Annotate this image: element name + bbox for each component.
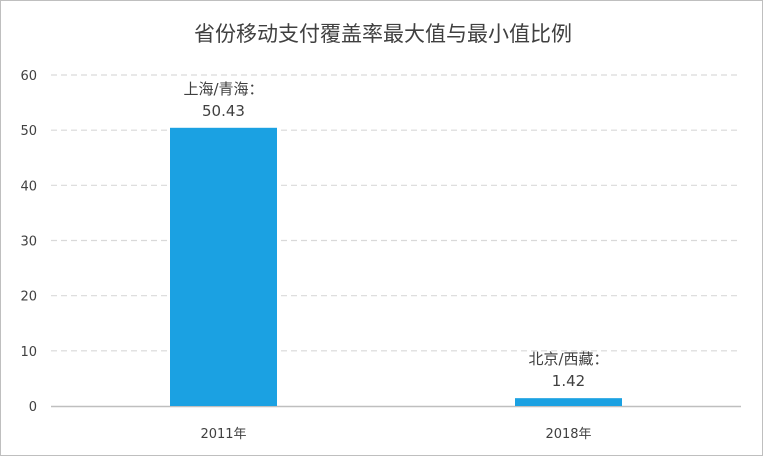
y-tick-label: 50 [20, 124, 37, 139]
data-label-name: 北京/西藏： [528, 350, 608, 368]
y-axis-ticks: 0 10 20 30 40 50 60 [20, 69, 37, 415]
chart-title: 省份移动支付覆盖率最大值与最小值比例 [194, 22, 572, 46]
y-tick-label: 30 [20, 235, 37, 250]
bars [170, 127, 622, 407]
y-tick-label: 10 [20, 345, 37, 360]
data-label-value: 1.42 [552, 372, 585, 390]
x-tick-label: 2011年 [200, 427, 246, 442]
bar-2 [515, 398, 622, 406]
x-axis-ticks: 2011年 2018年 [200, 427, 591, 442]
data-label-value: 50.43 [202, 102, 245, 120]
gridlines [51, 74, 741, 352]
y-tick-label: 40 [20, 179, 37, 194]
x-tick-label: 2018年 [545, 427, 591, 442]
y-tick-label: 0 [29, 400, 37, 415]
bar-1 [170, 127, 277, 407]
data-labels: 上海/青海： 50.43 北京/西藏： 1.42 [183, 80, 608, 390]
data-label-name: 上海/青海： [183, 80, 263, 98]
y-tick-label: 60 [20, 69, 37, 84]
y-tick-label: 20 [20, 290, 37, 305]
